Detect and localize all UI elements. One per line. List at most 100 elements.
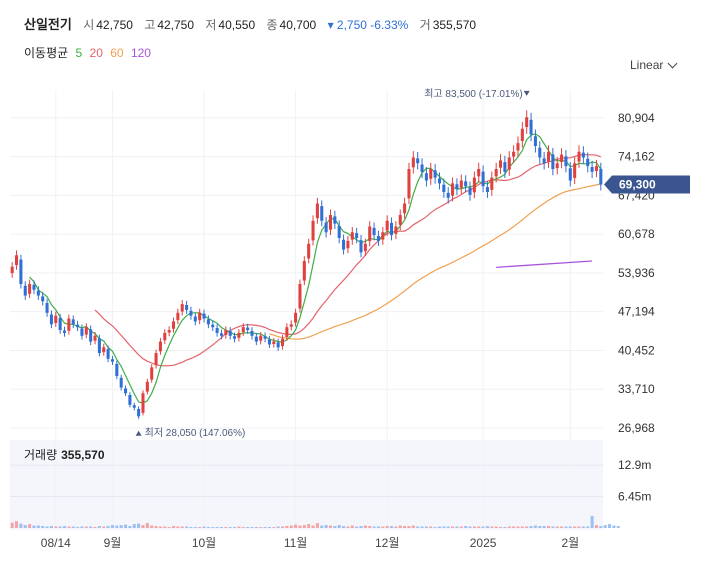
candle — [224, 326, 228, 339]
volume-bar — [311, 525, 315, 528]
volume-bar — [451, 526, 455, 528]
candle-body — [490, 177, 494, 190]
candle-body — [381, 232, 385, 240]
candle-body — [189, 310, 193, 316]
candle-body — [150, 367, 154, 380]
candle — [141, 390, 145, 416]
candle — [58, 313, 62, 334]
candle-body — [110, 359, 114, 362]
ma-5-label: 5 — [75, 46, 83, 60]
candle — [23, 281, 27, 300]
volume-bar — [442, 526, 446, 528]
candle — [28, 279, 32, 299]
volume-bar — [189, 527, 193, 528]
low-annotation: 최저 28,050 (147.06%) — [145, 427, 246, 439]
candle-body — [76, 324, 80, 328]
volume-bar — [573, 526, 577, 528]
candle-body — [564, 156, 568, 167]
candle-body — [211, 324, 215, 328]
candle-body — [446, 192, 450, 198]
candle-body — [115, 363, 119, 377]
candle-body — [141, 393, 145, 413]
x-tick-label: 10월 — [192, 536, 216, 550]
candle-body — [520, 128, 524, 141]
volume-bar — [54, 526, 58, 528]
candle — [320, 200, 324, 227]
volume-bar — [124, 524, 128, 528]
candle-body — [145, 381, 149, 392]
candle — [115, 360, 119, 380]
candle-body — [472, 177, 476, 193]
candle — [272, 337, 276, 348]
candle-body — [28, 284, 32, 294]
candle — [512, 145, 516, 164]
candle — [294, 308, 298, 327]
current-price-label: 69,300 — [619, 178, 656, 192]
candle — [472, 171, 476, 199]
x-tick-label: 9월 — [104, 536, 122, 550]
candle-body — [106, 349, 110, 359]
candle — [124, 385, 128, 397]
volume-bar — [137, 523, 141, 528]
candle — [333, 210, 337, 230]
candle — [193, 312, 197, 326]
candle-body — [333, 216, 337, 224]
volume-bar — [84, 526, 88, 528]
y-tick-label: 60,678 — [618, 227, 655, 241]
candle — [516, 136, 520, 157]
volume-bar — [337, 525, 341, 528]
candle-body — [128, 395, 132, 405]
volume-bar — [394, 526, 398, 528]
candle-body — [167, 330, 171, 333]
volume-bar — [115, 525, 119, 528]
candle — [84, 323, 88, 339]
candle-body — [455, 184, 459, 190]
volume-bar — [36, 525, 40, 528]
volume-bar — [372, 526, 376, 528]
candle — [503, 155, 507, 179]
ma-5-line — [29, 133, 602, 404]
candle — [267, 335, 271, 349]
candle — [324, 217, 328, 238]
candle — [15, 250, 19, 270]
candle-body — [363, 243, 367, 252]
candle-body — [398, 215, 402, 225]
open-label: 시 — [83, 18, 95, 32]
candle — [198, 308, 202, 325]
volume-bar — [167, 527, 171, 528]
candle — [590, 160, 594, 179]
candle-body — [10, 266, 14, 274]
volume-bar — [228, 527, 232, 528]
volume-bar — [302, 525, 306, 528]
candle — [32, 280, 36, 295]
candle-body — [590, 167, 594, 172]
candle — [350, 227, 354, 245]
candle — [328, 209, 333, 235]
candle-body — [442, 184, 446, 193]
candle — [446, 187, 450, 204]
candle-body — [311, 220, 315, 241]
candle-body — [555, 163, 559, 169]
candle-body — [342, 239, 346, 250]
candle-body — [307, 243, 311, 259]
candle-body — [267, 339, 271, 345]
candle-body — [202, 313, 206, 319]
volume-bar — [499, 527, 503, 528]
candle — [481, 165, 485, 193]
candle-body — [328, 215, 333, 230]
volume-bar — [328, 525, 333, 528]
open-value: 42,750 — [96, 18, 133, 32]
volume-bar — [429, 526, 433, 528]
candle — [385, 215, 389, 236]
volume-bar — [211, 527, 215, 528]
high-annotation: 최고 83,500 (-17.01%) — [424, 88, 522, 100]
scale-select[interactable]: Linear — [630, 58, 678, 72]
ma-120-line — [496, 260, 593, 269]
volume-bar — [485, 526, 489, 528]
volume-bar — [128, 526, 132, 528]
candle — [577, 145, 581, 168]
volume-bar — [193, 527, 197, 528]
volume-bar — [280, 526, 285, 528]
candle — [429, 162, 433, 185]
